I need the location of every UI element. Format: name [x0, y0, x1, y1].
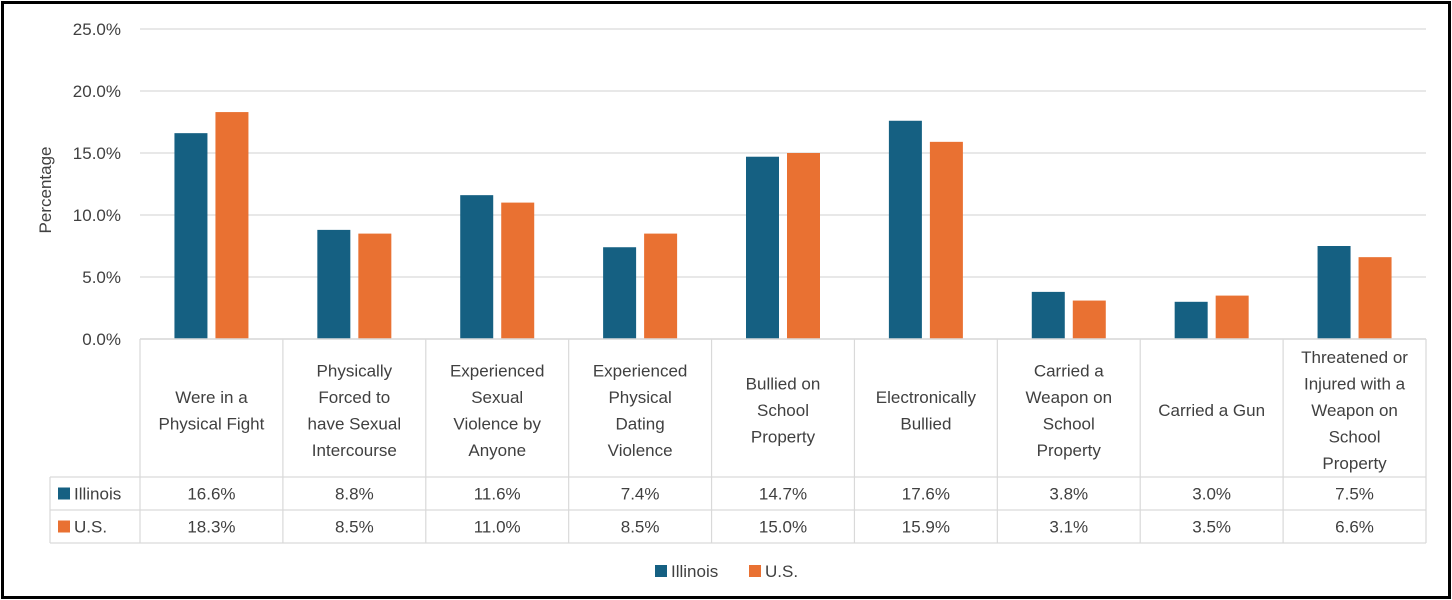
- bar-illinois-4: [603, 247, 637, 339]
- bar-illinois-2: [317, 229, 351, 339]
- y-tick-label: 15.0%: [73, 144, 121, 163]
- bar-us-1: [215, 112, 249, 339]
- legend: Illinois U.S.: [655, 562, 798, 581]
- y-axis-ticks: 0.0% 5.0% 10.0% 15.0% 20.0% 25.0%: [73, 20, 121, 349]
- data-label: 8.5%: [335, 518, 374, 537]
- table-legend-key: [58, 520, 70, 533]
- bar-us-2: [358, 233, 392, 339]
- bar-us-9: [1358, 257, 1392, 339]
- data-label: 15.0%: [759, 518, 807, 537]
- bars: [174, 112, 1392, 339]
- legend-swatch: [749, 565, 761, 577]
- data-label: 11.6%: [474, 485, 521, 504]
- table-series-name: U.S.: [74, 518, 107, 537]
- bar-us-6: [929, 141, 963, 339]
- data-label: 15.9%: [902, 518, 950, 537]
- data-label: 17.6%: [902, 485, 950, 504]
- data-label: 16.6%: [187, 485, 235, 504]
- data-label: 7.5%: [1335, 485, 1374, 504]
- data-label: 18.3%: [187, 518, 235, 537]
- y-axis-label: Percentage: [36, 147, 55, 234]
- category-label: Threatened or Injured with a Weapon on Scho…: [1301, 348, 1408, 473]
- data-label: 3.5%: [1192, 518, 1231, 537]
- bar-illinois-8: [1174, 301, 1208, 339]
- y-tick-label: 10.0%: [73, 206, 121, 225]
- bar-us-8: [1215, 295, 1249, 339]
- data-table: Were in a Physical Fight Physically Forced …: [49, 338, 1427, 544]
- category-label: Physically Forced to have Sexual Intercours…: [308, 361, 402, 460]
- bar-illinois-7: [1031, 291, 1065, 339]
- data-label: 3.0%: [1192, 485, 1231, 504]
- data-label: 3.1%: [1049, 518, 1088, 537]
- y-tick-label: 25.0%: [73, 20, 121, 39]
- category-label: Carried a Gun: [1158, 401, 1265, 420]
- y-tick-label: 0.0%: [82, 330, 121, 349]
- category-label: Electronically Bullied: [876, 388, 977, 434]
- table-series-name: Illinois: [74, 485, 121, 504]
- legend-swatch: [655, 565, 667, 577]
- data-label: 14.7%: [759, 485, 807, 504]
- category-label: Carried a Weapon on School Property: [1025, 361, 1112, 460]
- data-label: 11.0%: [474, 518, 521, 537]
- bar-us-3: [501, 202, 535, 339]
- table-legend-key: [58, 487, 70, 500]
- y-tick-label: 20.0%: [73, 82, 121, 101]
- category-label: Bullied on School Property: [746, 375, 821, 447]
- category-label: Experienced Physical Dating Violence: [593, 361, 688, 460]
- bar-illinois-1: [174, 133, 208, 339]
- y-tick-label: 5.0%: [82, 268, 121, 287]
- bar-illinois-5: [746, 156, 779, 339]
- data-label: 3.8%: [1049, 485, 1088, 504]
- category-label: Experienced Sexual Violence by Anyone: [450, 361, 545, 460]
- data-label: 6.6%: [1335, 518, 1374, 537]
- data-label: 7.4%: [621, 485, 660, 504]
- bar-us-4: [644, 233, 678, 339]
- bar-us-5: [787, 153, 820, 339]
- data-label: 8.5%: [621, 518, 660, 537]
- category-label: Were in a Physical Fight: [159, 388, 265, 434]
- data-label: 8.8%: [335, 485, 374, 504]
- bar-illinois-3: [460, 195, 494, 339]
- legend-label: Illinois: [671, 562, 718, 581]
- bar-illinois-6: [888, 120, 922, 339]
- bar-us-7: [1072, 300, 1106, 339]
- bar-illinois-9: [1317, 246, 1351, 339]
- legend-label: U.S.: [765, 562, 798, 581]
